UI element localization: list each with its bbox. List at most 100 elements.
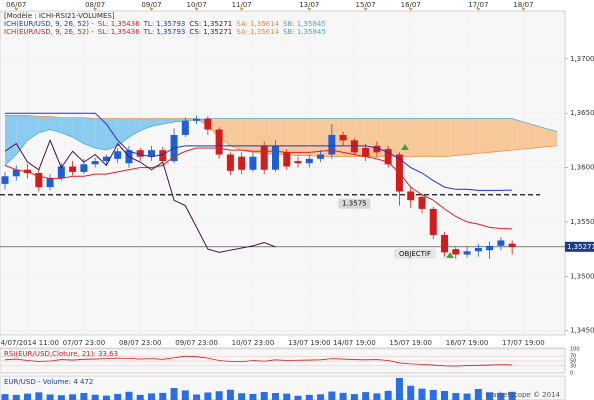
- cloud-segment: [16, 115, 28, 155]
- level-label: 1.3575: [342, 200, 367, 208]
- cloud-segment: [95, 118, 107, 151]
- price-label: 1,35271: [567, 243, 594, 251]
- candle-body: [328, 134, 336, 155]
- candle-body: [452, 249, 460, 255]
- candle-body: [215, 129, 223, 155]
- top-tick-label: 06/07: [6, 1, 26, 9]
- legend-line: ICH(EUR/USD, 9, 26, 52) - SL: 1,35436 TL: …: [4, 28, 326, 36]
- volume-bar: [69, 394, 77, 400]
- legend-title: [Modèle : ICHI-RSI21-VOLUMES]: [4, 12, 115, 20]
- volume-bar: [328, 391, 336, 400]
- candle-body: [317, 154, 325, 159]
- volume-bar: [407, 385, 415, 400]
- rsi-tick-label: 30: [570, 363, 576, 369]
- candle-body: [1, 176, 9, 184]
- cloud-segment: [388, 118, 400, 157]
- volume-bar: [350, 394, 358, 400]
- cloud-segment: [83, 117, 96, 148]
- volume-bar: [193, 394, 201, 400]
- volume-bar: [159, 392, 167, 400]
- volume-bar: [80, 393, 88, 400]
- cloud-segment: [433, 118, 445, 157]
- volume-bar: [35, 392, 43, 400]
- cloud-segment: [298, 118, 310, 156]
- cloud-segment: [512, 118, 524, 151]
- candle-body: [57, 166, 65, 179]
- volume-bar: [1, 394, 9, 400]
- legend-item: SB: 1,35845: [283, 28, 326, 36]
- candle-body: [35, 173, 43, 188]
- cloud-segment: [140, 118, 152, 131]
- volume-bar: [463, 393, 471, 400]
- indicator-line: [4, 147, 513, 230]
- legend-item: CS: 1,35271: [189, 28, 232, 36]
- candle-body: [24, 169, 32, 173]
- volume-bar: [204, 392, 212, 400]
- volume-title: EUR/USD - Volume: 4 472: [4, 378, 93, 386]
- volume-bar: [125, 391, 133, 400]
- candle-body: [339, 134, 347, 141]
- cloud-segment: [421, 118, 434, 157]
- top-marker: [14, 8, 19, 11]
- volume-bar: [24, 393, 32, 400]
- x-tick-label: 10/07 23:00: [232, 339, 275, 347]
- cloud-segment: [444, 118, 456, 157]
- cloud-segment: [455, 118, 468, 156]
- candle-body: [508, 243, 516, 247]
- cloud-segment: [286, 118, 299, 156]
- cloud-segment: [399, 118, 411, 157]
- volume-bar: [136, 394, 144, 400]
- top-marker: [408, 8, 413, 11]
- cloud-segment: [27, 115, 39, 141]
- top-tick-label: 10/07: [186, 1, 206, 9]
- volume-bar: [57, 395, 65, 400]
- span-a-line: [5, 115, 558, 158]
- volume-bar: [508, 391, 516, 400]
- rsi-title: RSI(EUR/USD,Cloture, 21): 33,63: [4, 350, 118, 358]
- x-tick-label: 09/07 23:00: [175, 339, 218, 347]
- cloud-segment: [5, 115, 17, 166]
- volume-bar: [486, 392, 494, 400]
- volume-bar: [474, 389, 482, 400]
- candle-body: [441, 234, 449, 253]
- volume-bar: [249, 393, 257, 400]
- volume-bar: [148, 393, 156, 400]
- candle-body: [294, 161, 302, 164]
- volume-bar: [373, 393, 381, 400]
- top-tick-label: 13/07: [299, 1, 319, 9]
- cloud-segment: [106, 118, 118, 151]
- volume-bar: [226, 389, 234, 400]
- volume-bar: [418, 388, 426, 400]
- cloud-segment: [61, 117, 73, 138]
- legend-item: SB: 1,35845: [283, 20, 326, 28]
- cloud-segment: [489, 118, 501, 153]
- top-tick-label: 11/07: [232, 1, 252, 9]
- volume-bar: [260, 391, 268, 400]
- volume-bar: [271, 393, 279, 400]
- candle-body: [204, 118, 212, 130]
- candle-body: [226, 154, 234, 171]
- cloud-segment: [545, 128, 558, 147]
- top-tick-label: 15/07: [356, 1, 376, 9]
- cloud-segment: [309, 118, 321, 157]
- y-tick-label: 1,3700: [570, 55, 594, 63]
- rsi-tick-label: 70: [570, 354, 576, 360]
- candle-body: [181, 120, 189, 135]
- candle-body: [418, 196, 426, 209]
- rsi-line: [4, 355, 513, 367]
- y-tick-label: 1,3450: [570, 327, 594, 335]
- candle-body: [193, 118, 201, 121]
- candle-body: [249, 156, 257, 170]
- cloud-segment: [162, 118, 175, 125]
- volume-bar: [339, 392, 347, 400]
- y-tick-label: 1,3650: [570, 109, 594, 117]
- legend-item: CS: 1,35271: [189, 20, 232, 28]
- legend-item: TL: 1,35793: [143, 28, 186, 36]
- signal-arrow: [401, 144, 409, 150]
- span-b-line: [4, 118, 558, 166]
- cloud-segment: [252, 118, 265, 154]
- volume-bar: [170, 388, 178, 400]
- cloud-segment: [241, 118, 253, 153]
- x-tick-label: 16/07 19:00: [446, 339, 489, 347]
